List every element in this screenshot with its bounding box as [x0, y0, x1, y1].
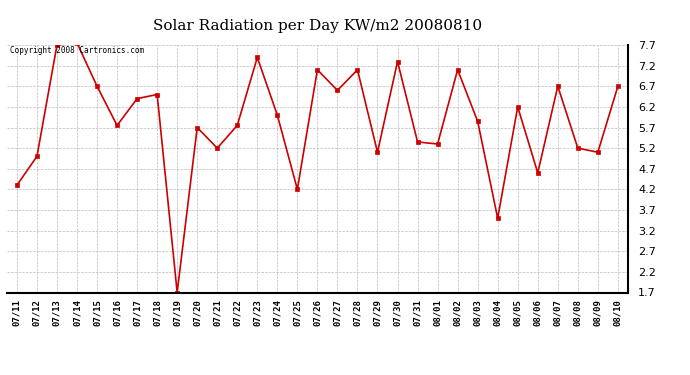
Text: Copyright 2008 Cartronics.com: Copyright 2008 Cartronics.com: [10, 46, 144, 55]
Text: Solar Radiation per Day KW/m2 20080810: Solar Radiation per Day KW/m2 20080810: [153, 19, 482, 33]
